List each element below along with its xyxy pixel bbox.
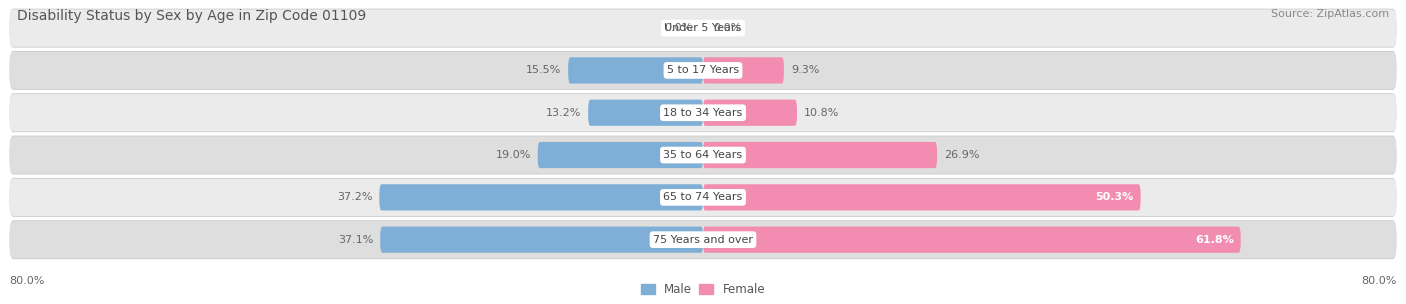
Text: 80.0%: 80.0% [10, 276, 45, 286]
FancyBboxPatch shape [703, 226, 1240, 253]
FancyBboxPatch shape [10, 220, 1396, 259]
FancyBboxPatch shape [10, 136, 1396, 174]
Text: 19.0%: 19.0% [495, 150, 530, 160]
Text: 37.1%: 37.1% [337, 235, 373, 245]
FancyBboxPatch shape [703, 184, 1140, 210]
Text: 61.8%: 61.8% [1195, 235, 1233, 245]
Text: 13.2%: 13.2% [546, 108, 581, 118]
FancyBboxPatch shape [380, 226, 703, 253]
Text: 35 to 64 Years: 35 to 64 Years [664, 150, 742, 160]
Text: Source: ZipAtlas.com: Source: ZipAtlas.com [1271, 9, 1389, 19]
Text: 37.2%: 37.2% [337, 192, 373, 202]
FancyBboxPatch shape [588, 100, 703, 126]
FancyBboxPatch shape [10, 94, 1396, 131]
Text: 10.8%: 10.8% [804, 108, 839, 118]
Text: Disability Status by Sex by Age in Zip Code 01109: Disability Status by Sex by Age in Zip C… [17, 9, 366, 23]
FancyBboxPatch shape [10, 9, 1396, 47]
Text: Under 5 Years: Under 5 Years [665, 23, 741, 33]
FancyBboxPatch shape [703, 100, 797, 126]
FancyBboxPatch shape [10, 178, 1396, 217]
FancyBboxPatch shape [10, 9, 1396, 47]
Text: 18 to 34 Years: 18 to 34 Years [664, 108, 742, 118]
FancyBboxPatch shape [703, 142, 936, 168]
FancyBboxPatch shape [568, 57, 703, 84]
Legend: Male, Female: Male, Female [636, 278, 770, 301]
FancyBboxPatch shape [10, 51, 1396, 90]
Text: 0.0%: 0.0% [664, 23, 693, 33]
Text: 9.3%: 9.3% [792, 65, 820, 75]
Text: 5 to 17 Years: 5 to 17 Years [666, 65, 740, 75]
Text: 15.5%: 15.5% [526, 65, 561, 75]
Text: 26.9%: 26.9% [943, 150, 980, 160]
FancyBboxPatch shape [10, 179, 1396, 216]
FancyBboxPatch shape [10, 93, 1396, 132]
Text: 65 to 74 Years: 65 to 74 Years [664, 192, 742, 202]
FancyBboxPatch shape [10, 52, 1396, 89]
FancyBboxPatch shape [537, 142, 703, 168]
FancyBboxPatch shape [10, 136, 1396, 174]
Text: 50.3%: 50.3% [1095, 192, 1133, 202]
Text: 75 Years and over: 75 Years and over [652, 235, 754, 245]
Text: 80.0%: 80.0% [1361, 276, 1396, 286]
Text: 0.0%: 0.0% [713, 23, 742, 33]
FancyBboxPatch shape [380, 184, 703, 210]
FancyBboxPatch shape [10, 221, 1396, 258]
FancyBboxPatch shape [703, 57, 785, 84]
